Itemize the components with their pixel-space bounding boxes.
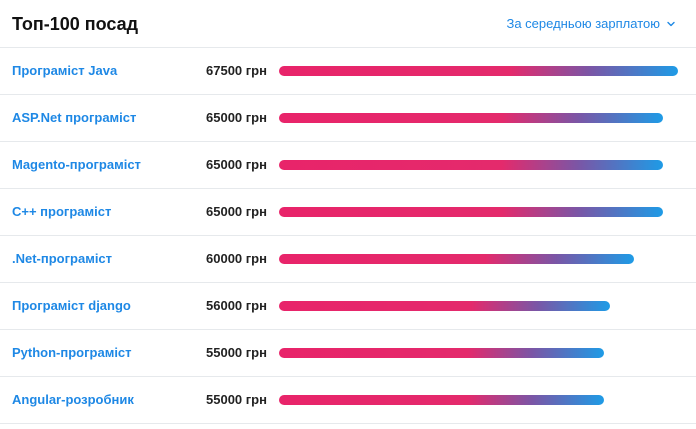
- positions-list: Програміст Java 67500 грн ASP.Net програ…: [0, 48, 696, 424]
- salary-value: 65000 грн: [206, 110, 267, 125]
- list-item: Програміст django 56000 грн: [0, 283, 696, 330]
- header: Топ-100 посад За середньою зарплатою: [0, 0, 696, 48]
- list-item: Програміст Java 67500 грн: [0, 48, 696, 95]
- list-item: C++ програміст 65000 грн: [0, 189, 696, 236]
- salary-value: 65000 грн: [206, 204, 267, 219]
- salary-bar: [279, 66, 678, 76]
- salary-bar: [279, 301, 611, 311]
- position-link[interactable]: C++ програміст: [12, 204, 112, 219]
- salary-bar: [279, 348, 605, 358]
- salary-bar: [279, 207, 664, 217]
- position-link[interactable]: Magento-програміст: [12, 157, 141, 172]
- position-link[interactable]: .Net-програміст: [12, 251, 113, 266]
- salary-value: 60000 грн: [206, 251, 267, 266]
- sort-dropdown[interactable]: За середньою зарплатою: [506, 15, 676, 33]
- salary-bar-track: [279, 207, 678, 217]
- list-item: Magento-програміст 65000 грн: [0, 142, 696, 189]
- salary-value: 67500 грн: [206, 63, 267, 78]
- salary-value: 65000 грн: [206, 157, 267, 172]
- salary-bar: [279, 395, 605, 405]
- salary-value: 56000 грн: [206, 298, 267, 313]
- position-link[interactable]: Програміст Java: [12, 63, 118, 78]
- salary-bar-track: [279, 301, 678, 311]
- salary-bar: [279, 113, 664, 123]
- salary-bar-track: [279, 254, 678, 264]
- salary-bar-track: [279, 66, 678, 76]
- salary-bar-track: [279, 395, 678, 405]
- salary-bar-track: [279, 160, 678, 170]
- position-link[interactable]: Програміст django: [12, 298, 131, 313]
- list-item: .Net-програміст 60000 грн: [0, 236, 696, 283]
- salary-value: 55000 грн: [206, 392, 267, 407]
- position-link[interactable]: Python-програміст: [12, 345, 132, 360]
- salary-value: 55000 грн: [206, 345, 267, 360]
- salary-bar: [279, 160, 664, 170]
- sort-dropdown-label: За середньою зарплатою: [506, 16, 660, 31]
- list-item: ASP.Net програміст 65000 грн: [0, 95, 696, 142]
- position-link[interactable]: Angular-розробник: [12, 392, 134, 407]
- chevron-down-icon: [667, 21, 675, 27]
- list-item: Angular-розробник 55000 грн: [0, 377, 696, 424]
- list-item: Python-програміст 55000 грн: [0, 330, 696, 377]
- salary-bar-track: [279, 113, 678, 123]
- page-title: Топ-100 посад: [12, 14, 139, 34]
- salary-bar: [279, 254, 634, 264]
- salary-bar-track: [279, 348, 678, 358]
- position-link[interactable]: ASP.Net програміст: [12, 110, 137, 125]
